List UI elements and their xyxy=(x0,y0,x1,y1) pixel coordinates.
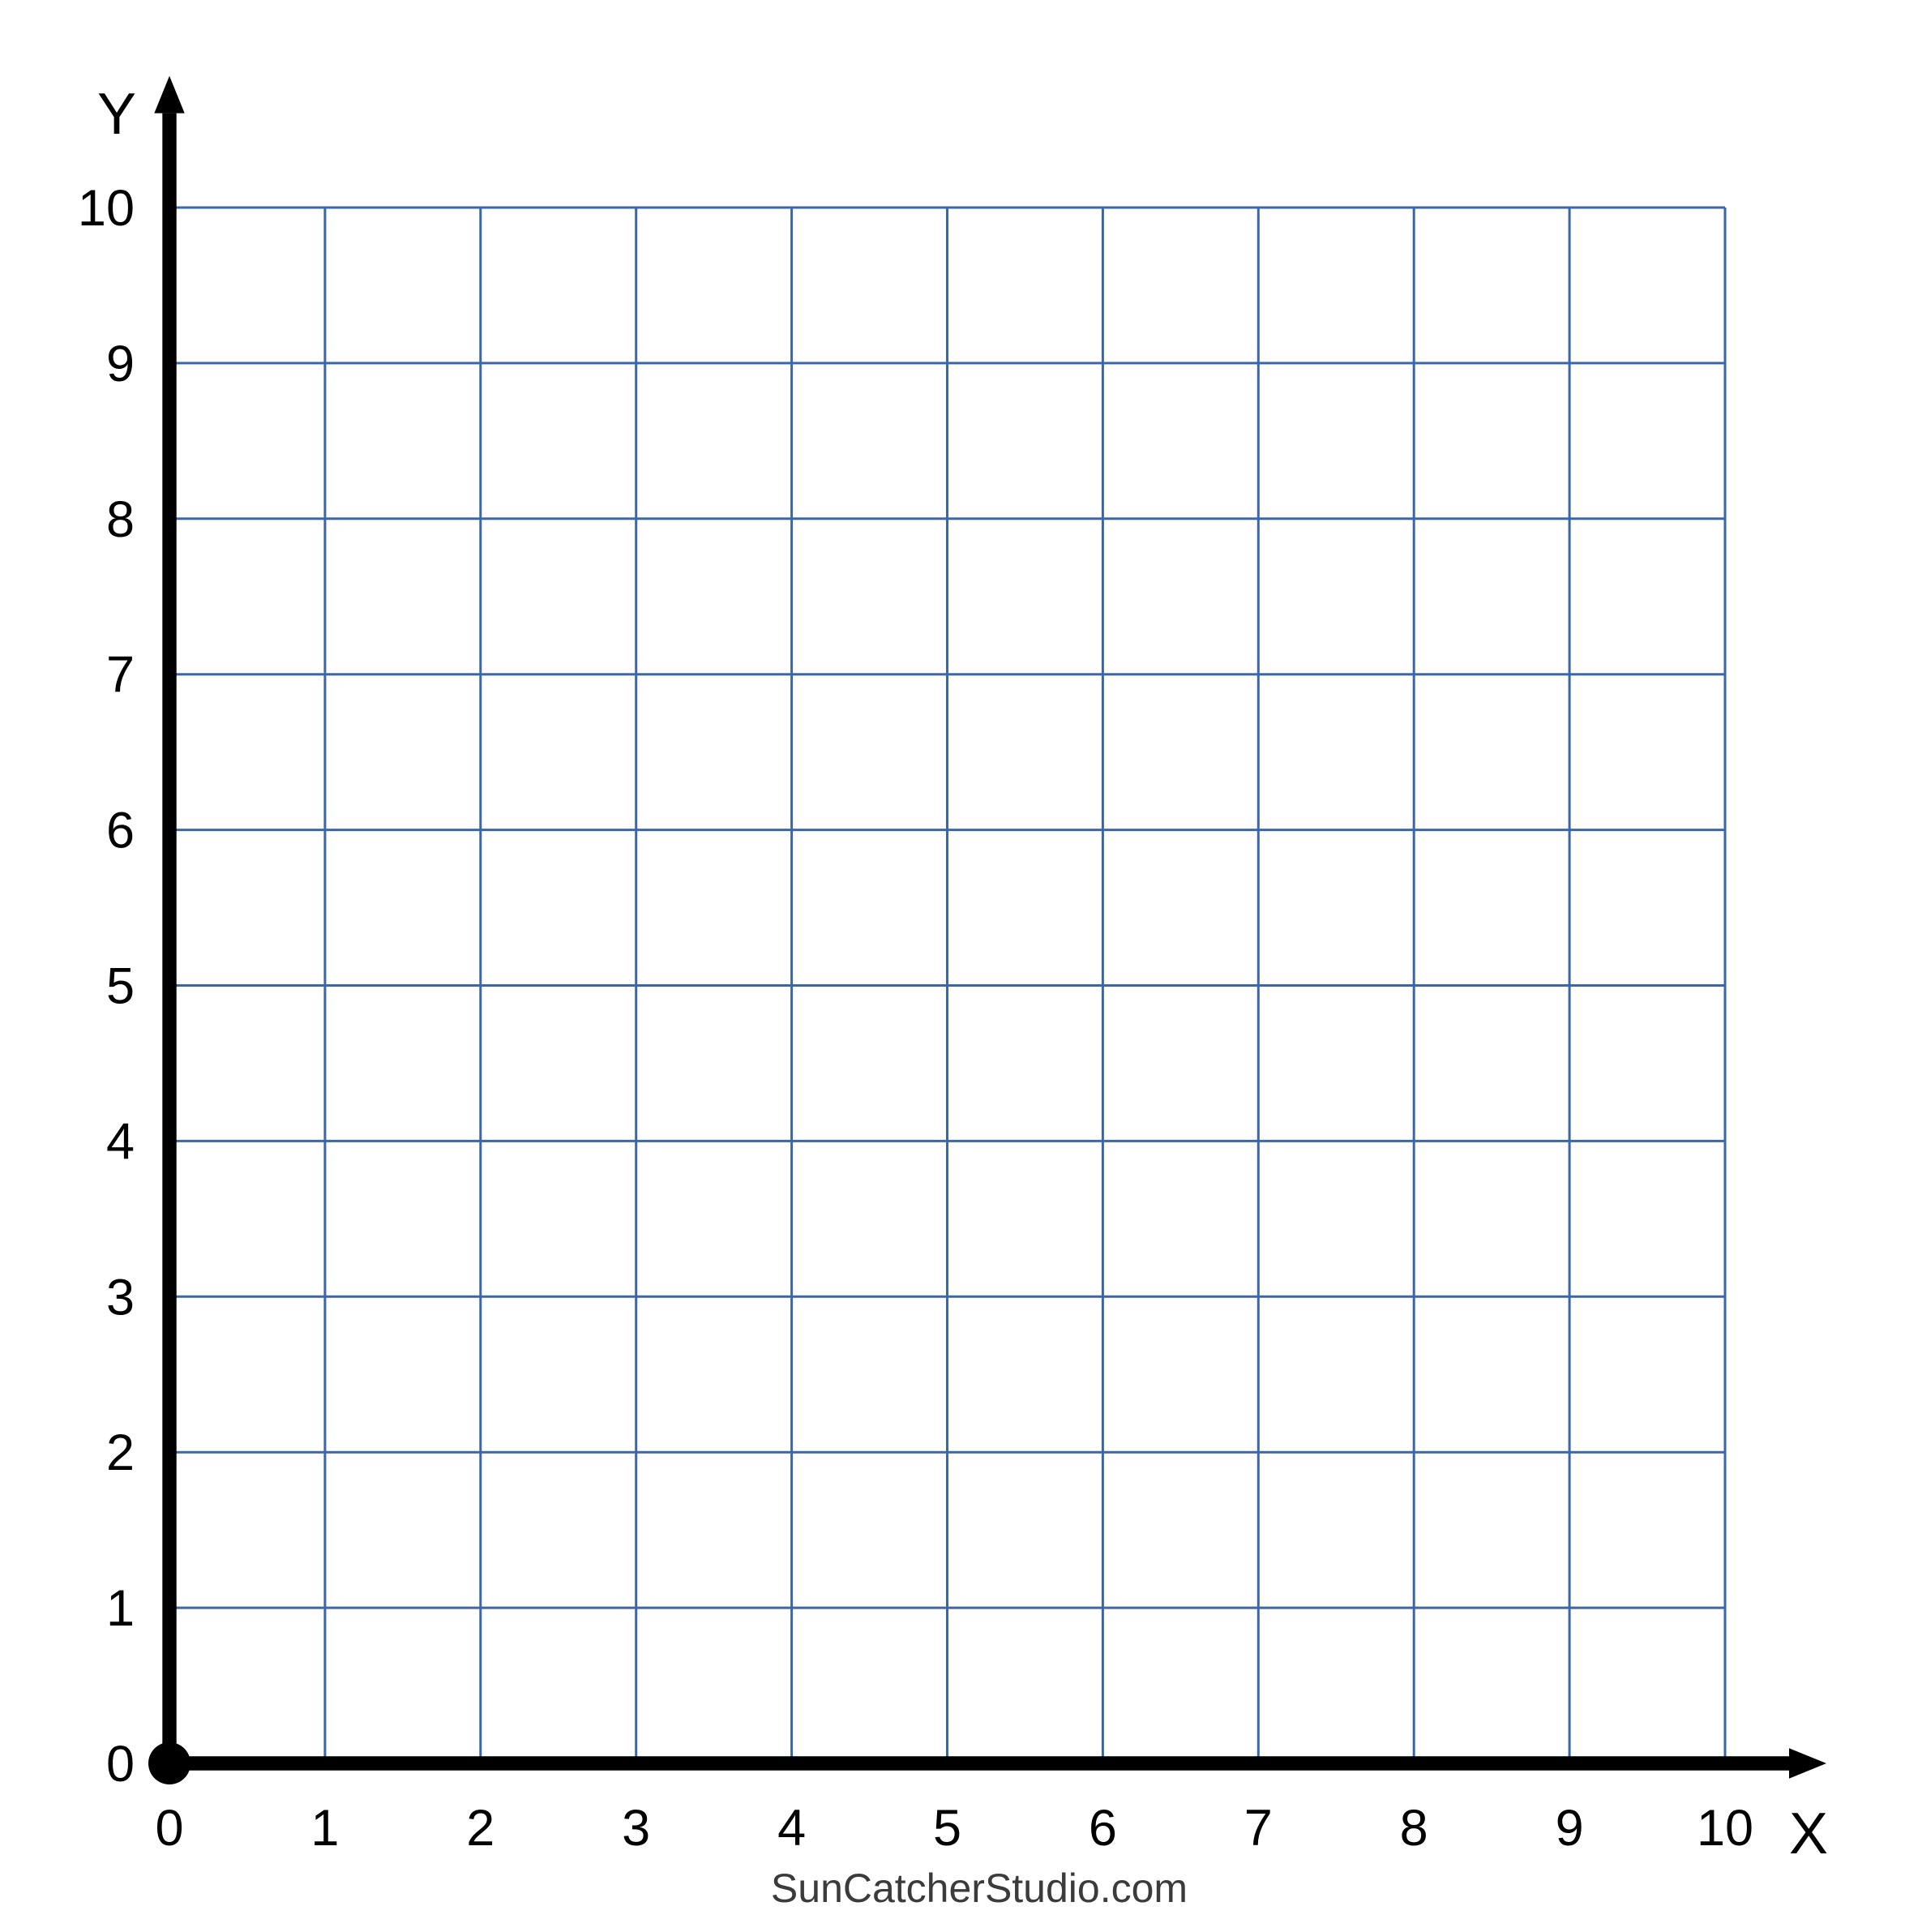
svg-text:9: 9 xyxy=(106,336,135,392)
svg-text:0: 0 xyxy=(106,1736,135,1793)
svg-text:2: 2 xyxy=(466,1800,494,1857)
svg-text:7: 7 xyxy=(106,647,135,704)
svg-text:6: 6 xyxy=(106,803,135,859)
svg-text:4: 4 xyxy=(777,1800,806,1857)
svg-text:3: 3 xyxy=(106,1269,135,1326)
svg-text:3: 3 xyxy=(622,1800,650,1857)
svg-text:6: 6 xyxy=(1089,1800,1117,1857)
svg-text:8: 8 xyxy=(106,491,135,548)
svg-text:7: 7 xyxy=(1244,1800,1273,1857)
svg-text:10: 10 xyxy=(78,180,135,237)
svg-text:5: 5 xyxy=(933,1800,961,1857)
svg-text:4: 4 xyxy=(106,1113,135,1170)
svg-text:8: 8 xyxy=(1400,1800,1428,1857)
svg-text:10: 10 xyxy=(1697,1800,1753,1857)
svg-text:0: 0 xyxy=(155,1800,183,1857)
svg-text:1: 1 xyxy=(106,1580,135,1637)
svg-text:SunCatcherStudio.com: SunCatcherStudio.com xyxy=(771,1866,1188,1911)
svg-text:1: 1 xyxy=(310,1800,339,1857)
svg-text:2: 2 xyxy=(106,1424,135,1481)
svg-text:Y: Y xyxy=(97,82,136,147)
svg-text:X: X xyxy=(1789,1801,1828,1866)
svg-text:5: 5 xyxy=(106,958,135,1015)
svg-text:9: 9 xyxy=(1556,1800,1584,1857)
